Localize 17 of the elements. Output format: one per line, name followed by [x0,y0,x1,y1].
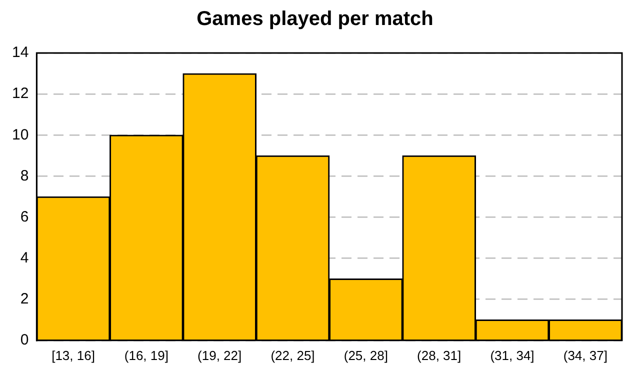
x-tick-label: (19, 22] [198,348,242,363]
y-tick-label: 6 [20,208,29,226]
x-tick-label: [13, 16] [52,348,95,363]
y-tick-label: 14 [12,44,29,62]
y-tick-label: 12 [12,85,29,102]
x-tick-label: (25, 28] [344,348,388,363]
y-tick-label: 10 [12,126,29,144]
chart-title: Games played per match [196,8,434,32]
y-tick-label: 4 [20,249,29,266]
x-tick-label: (16, 19] [124,348,168,363]
x-tick-label: (34, 37] [563,348,608,363]
y-tick-label: 8 [20,167,29,184]
x-tick-label: (22, 25] [270,348,315,363]
x-tick-label: (31, 34] [490,348,534,363]
y-tick-label: 0 [20,332,29,349]
y-tick-label: 2 [20,290,29,308]
x-tick-label: (28, 31] [417,348,462,363]
